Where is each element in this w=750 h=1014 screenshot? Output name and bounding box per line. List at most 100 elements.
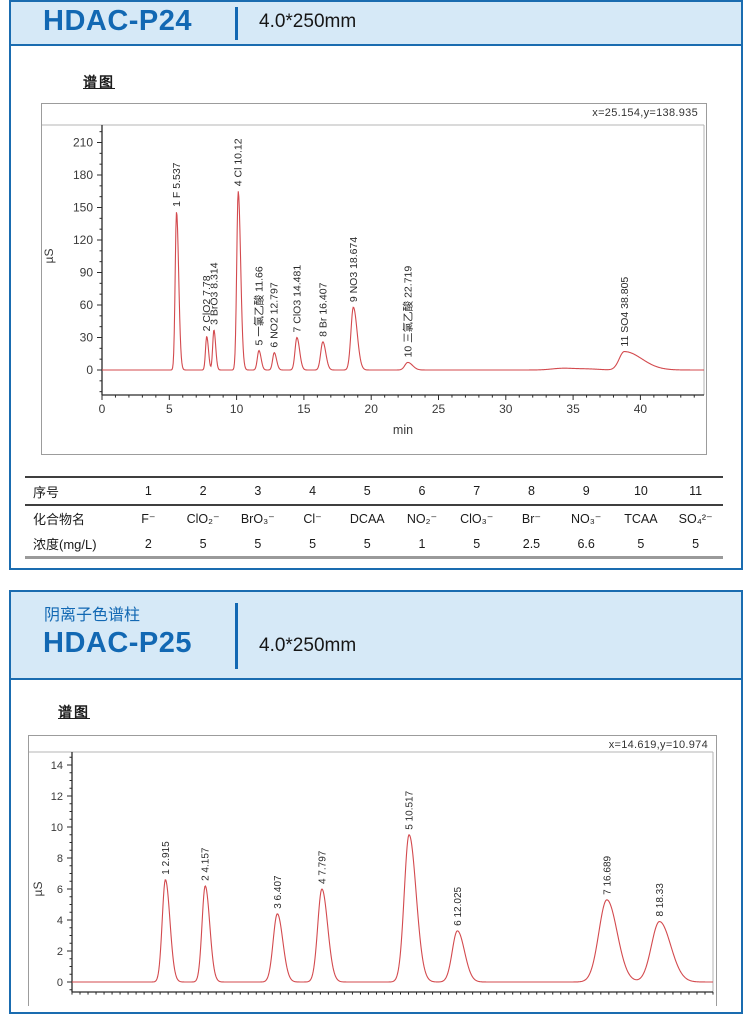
table-cell: 6 [418,484,426,498]
svg-text:7 16.689: 7 16.689 [602,855,613,894]
table-cell: NO₃⁻ [570,512,602,526]
svg-text:150: 150 [73,201,93,215]
table-cell: F⁻ [141,512,156,526]
table-cell: Cl⁻ [303,512,322,526]
svg-text:20: 20 [365,402,379,416]
table-cell: DCAA [349,511,385,526]
table-cell: ClO₂⁻ [186,512,220,526]
svg-text:14: 14 [51,760,63,772]
table-row-header: 浓度(mg/L) [33,537,97,552]
table-cell: 1 [418,536,426,551]
svg-text:2 4.157: 2 4.157 [201,847,212,881]
panel2-header-band: 阴离子色谱柱 HDAC-P25 4.0*250mm [11,592,741,680]
table-cell: 5 [254,536,262,551]
table-cell: 7 [473,484,481,498]
table-cell: 6.6 [577,536,595,551]
svg-text:9 NO3 18.674: 9 NO3 18.674 [348,237,360,303]
svg-text:4 Cl 10.12: 4 Cl 10.12 [233,138,245,186]
table-cell: 5 [199,536,207,551]
svg-text:4: 4 [57,915,63,927]
svg-text:10: 10 [230,402,244,416]
svg-text:11 SO4 38.805: 11 SO4 38.805 [619,277,631,347]
table-cell: 5 [637,536,645,551]
table-cell: ClO₃⁻ [460,512,494,526]
chromatogram-2-plot: 0 2 4 6 8 10 12 14 µS 1 2.915 2 4.157 3 6.407 4 7.79… [29,751,714,995]
panel1-product-title: HDAC-P24 [43,5,193,37]
panel2-column-size: 4.0*250mm [259,635,357,656]
table-cell: 8 [527,484,535,498]
panel2-product-title: HDAC-P25 [43,627,193,659]
table-cell: 5 [473,536,481,551]
svg-text:35: 35 [566,402,580,416]
table-cell: 2 [199,484,207,498]
table-cell: BrO₃⁻ [240,512,275,526]
chromatogram-2-box: x=14.619,y=10.974 0 2 4 6 8 10 12 14 µS 1 2.915 2 … [28,735,717,1006]
svg-text:6 NO2 12.797: 6 NO2 12.797 [269,282,281,348]
svg-text:10 三氯乙酸 22.719: 10 三氯乙酸 22.719 [401,266,414,358]
table-cell: 1 [144,484,152,498]
table-row-header: 序号 [33,484,60,500]
table-cell: 11 [689,484,703,498]
table-row-header: 化合物名 [33,512,86,527]
svg-text:5 一氯乙酸 11.66: 5 一氯乙酸 11.66 [252,266,265,345]
table-row: 浓度(mg/L) 2 5 5 5 5 1 5 2.5 6.6 5 5 [25,531,723,556]
product-panel-hdac-p24: HDAC-P24 4.0*250mm 谱图 x=25.154,y=138.935… [9,0,743,570]
table-cell: 5 [363,484,371,498]
table-cell: 5 [363,536,371,551]
svg-text:210: 210 [73,136,93,150]
table-cell: SO₄²⁻ [678,512,713,526]
table-cell: Br⁻ [521,512,541,526]
svg-text:12: 12 [51,791,63,803]
svg-text:0: 0 [57,977,63,989]
svg-text:8: 8 [57,853,63,865]
table-cell: 5 [692,536,700,551]
product-panel-hdac-p25: 阴离子色谱柱 HDAC-P25 4.0*250mm 谱图 x=14.619,y=… [9,590,743,1014]
svg-text:60: 60 [80,298,94,312]
chromatogram-1-plot: 0 30 60 90 120 150 180 210 0 5 10 15 20 25 30 35 40 min µS… [42,124,705,437]
panel2-product-category: 阴离子色谱柱 [44,607,141,624]
svg-text:7 ClO3 14.481: 7 ClO3 14.481 [291,265,303,333]
table-row: 化合物名 F⁻ ClO₂⁻ BrO₃⁻ Cl⁻ DCAA NO₂⁻ ClO₃⁻ Br⁻ NO₃⁻ T… [25,506,723,531]
svg-text:10: 10 [51,822,63,834]
svg-text:1 2.915: 1 2.915 [161,841,172,875]
table-cell: 3 [254,484,262,498]
svg-text:4 7.797: 4 7.797 [317,850,328,884]
table-cell: 10 [633,484,648,498]
svg-text:25: 25 [432,402,446,416]
table-cell: 9 [582,484,590,498]
svg-text:µS: µS [42,249,56,264]
svg-text:8 Br 16.407: 8 Br 16.407 [317,282,329,336]
panel1-header-band: HDAC-P24 4.0*250mm [11,2,741,46]
svg-text:2: 2 [57,946,63,958]
svg-text:3 BrO3 8.314: 3 BrO3 8.314 [208,262,220,325]
svg-text:0: 0 [99,402,106,416]
svg-text:2 ClO2 7.78: 2 ClO2 7.78 [201,275,213,331]
svg-text:180: 180 [73,168,93,182]
chromatogram-1-box: x=25.154,y=138.935 0 30 60 90 120 150 180 210 0 5… [41,103,707,455]
table-cell: 4 [309,484,317,498]
svg-text:15: 15 [297,402,311,416]
table-row: 序号 1 2 3 4 5 6 7 8 9 10 11 [25,478,723,506]
svg-text:40: 40 [634,402,648,416]
svg-text:6 12.025: 6 12.025 [453,886,464,925]
svg-text:8 18.33: 8 18.33 [655,883,666,917]
table-cell: NO₂⁻ [406,512,438,526]
svg-text:µS: µS [31,882,45,897]
svg-text:6: 6 [57,884,63,896]
svg-text:120: 120 [73,233,93,247]
svg-text:30: 30 [499,402,513,416]
table-cell: 2 [144,536,152,551]
svg-text:1 F 5.537: 1 F 5.537 [171,162,183,207]
svg-text:min: min [393,423,413,437]
table-cell: TCAA [624,511,658,526]
table-cell: 2.5 [522,536,541,551]
svg-text:3 6.407: 3 6.407 [273,875,284,909]
chart2-cursor-readout: x=14.619,y=10.974 [608,739,708,751]
svg-text:30: 30 [80,331,94,345]
svg-text:90: 90 [80,266,94,280]
table-cell: 5 [309,536,317,551]
svg-text:5 10.517: 5 10.517 [405,790,416,829]
compound-table: 序号 1 2 3 4 5 6 7 8 9 10 11 化合物名 F⁻ ClO₂⁻ BrO₃⁻ Cl⁻ DCAA NO… [25,476,723,559]
svg-text:0: 0 [86,363,93,377]
